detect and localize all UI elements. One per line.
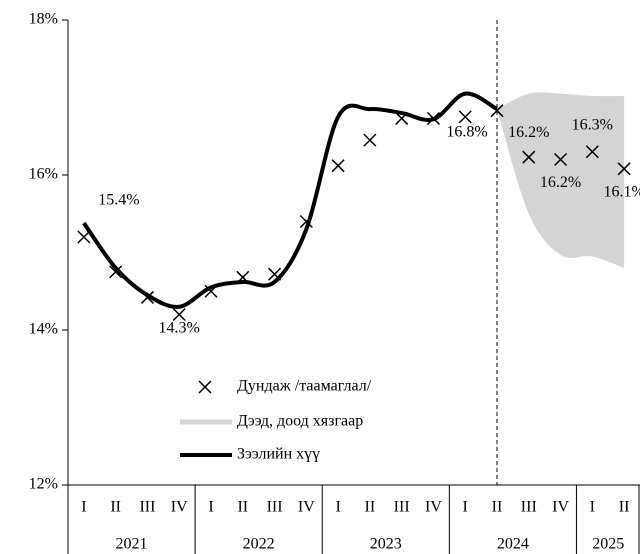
marker [236, 270, 250, 284]
x-tick-label: II [237, 499, 248, 516]
y-tick-label: 18% [29, 11, 58, 28]
data-label: 14.3% [159, 319, 200, 336]
marker [490, 104, 504, 118]
marker [522, 150, 536, 164]
forecast-band [497, 92, 625, 268]
legend-marker [198, 380, 212, 394]
rate-line [82, 91, 499, 309]
year-label: 2023 [370, 536, 402, 553]
x-tick-label: I [463, 499, 468, 516]
marker [363, 133, 377, 147]
marker [617, 162, 631, 176]
marker [331, 159, 345, 173]
legend-label: Дундаж /таамаглал/ [237, 378, 372, 395]
year-label: 2025 [592, 536, 624, 553]
y-tick-label: 14% [29, 321, 58, 338]
x-tick-label: III [267, 499, 283, 516]
x-tick-label: IV [171, 499, 188, 516]
data-label: 16.2% [508, 124, 549, 141]
x-tick-label: II [492, 499, 503, 516]
x-tick-label: III [139, 499, 155, 516]
x-tick-label: II [110, 499, 121, 516]
marker [268, 267, 282, 281]
marker [140, 290, 154, 304]
year-label: 2024 [497, 536, 529, 553]
marker [77, 230, 91, 244]
x-tick-label: IV [552, 499, 569, 516]
data-label: 16.2% [540, 174, 581, 191]
x-tick-label: II [365, 499, 376, 516]
marker [299, 214, 313, 229]
x-tick-label: I [208, 499, 213, 516]
legend-label: Дээд, доод хязгаар [237, 413, 363, 430]
x-tick-label: I [335, 499, 340, 516]
marker [204, 284, 218, 298]
marker [109, 265, 123, 279]
legend-label: Зээлийн хүү [237, 446, 320, 463]
x-tick-label: II [619, 499, 630, 516]
x-tick-label: I [81, 499, 86, 516]
x-tick-label: IV [298, 499, 315, 516]
data-label: 16.3% [572, 116, 613, 133]
marker [585, 145, 599, 159]
y-tick-label: 16% [29, 166, 58, 183]
marker [395, 111, 409, 125]
x-tick-label: I [590, 499, 595, 516]
year-label: 2022 [243, 536, 275, 553]
y-tick-label: 12% [29, 476, 58, 493]
marker [554, 152, 568, 167]
marker [458, 110, 472, 124]
data-label: 16.1% [603, 183, 640, 200]
year-label: 2021 [116, 536, 148, 553]
marker [172, 307, 186, 322]
x-tick-label: IV [425, 499, 442, 516]
data-label: 15.4% [98, 192, 139, 209]
x-tick-label: III [394, 499, 410, 516]
marker [426, 111, 440, 125]
data-label: 16.8% [446, 123, 487, 140]
x-tick-label: III [521, 499, 537, 516]
